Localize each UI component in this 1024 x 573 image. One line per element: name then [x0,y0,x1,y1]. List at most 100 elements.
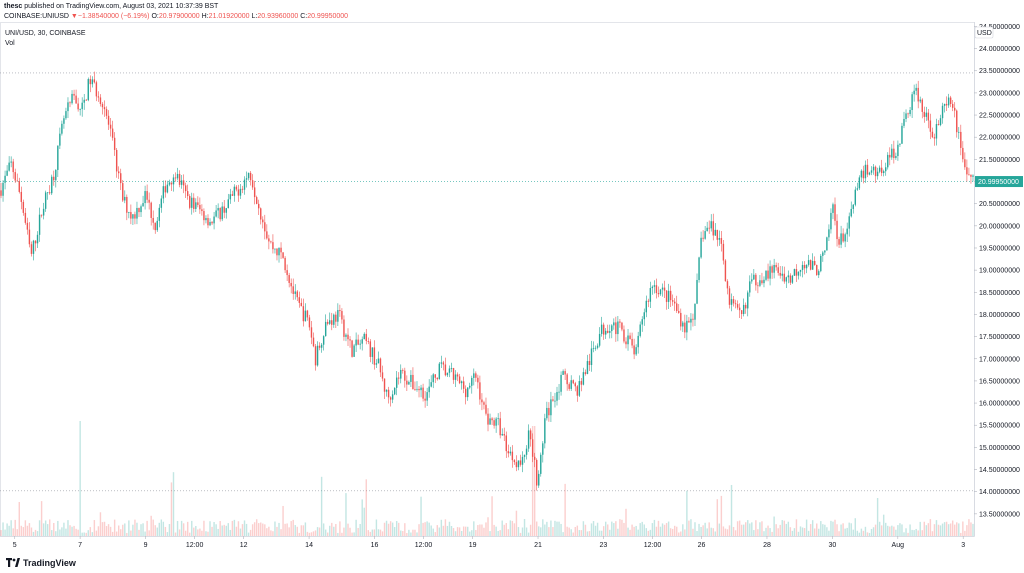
candle-body [964,159,966,168]
close-label: C: [300,13,308,20]
candle-body [702,237,704,239]
candle-body [536,459,538,486]
candle-body [613,322,615,326]
volume-bar [913,530,915,536]
candle-body [527,430,530,449]
candle-body [680,312,682,327]
candle-body [359,343,361,345]
volume-bar [805,519,808,536]
volume-bar [949,523,952,536]
volume-bar [820,521,822,536]
candle-body [260,208,262,220]
volume-bar [899,523,901,536]
volume-bar [803,528,806,536]
candle-body [450,368,453,369]
volume-bar [266,528,268,536]
candle-body [690,318,692,323]
candle-body [907,113,909,115]
candle-body [495,418,497,426]
volume-bar [574,527,576,536]
candle-body [146,191,148,200]
candle-body [931,131,934,138]
candle-body [854,189,857,205]
volume-bar [781,520,783,536]
candle-body [803,264,806,269]
volume-bar [876,498,879,536]
candle-body [659,289,662,295]
candle-body [491,418,493,421]
volume-bar [355,519,357,536]
candle-body [564,371,566,375]
volume-bar [665,523,668,536]
volume-bar [18,502,20,536]
candle-body [724,260,727,282]
volume-bar [868,532,871,536]
volume-bar [649,529,652,536]
volume-bar [578,530,581,536]
volume-bar [607,524,609,536]
x-tick-label: Aug [892,542,905,549]
x-tick-label: 7 [78,542,82,549]
volume-bar [596,522,599,536]
volume-bar [858,532,861,536]
volume-bar [406,532,408,536]
candle-body [761,280,763,284]
volume-bar [73,525,75,536]
volume-bar [533,426,536,536]
volume-bar [905,528,907,536]
candle-body [22,201,25,213]
volume-bar [673,525,676,536]
y-tick-label: 20.50000000 [979,201,1020,208]
axis-layer: 13.50000000 14.00000000 14.50000000 15.0000… [0,22,1023,549]
volume-bar [615,521,617,536]
volume-bar [22,527,25,536]
candle-body [59,133,61,146]
candle-body [205,218,207,221]
candle-body [73,93,75,96]
price-chart[interactable]: 13.50000000 14.00000000 14.50000000 15.0000… [0,22,1024,552]
volume-bar [456,527,459,536]
candle-body [276,248,278,256]
candle-body [341,311,343,320]
volume-bar [945,521,948,536]
volume-bar [428,522,430,536]
footer-brand: TradingView [6,558,76,568]
candle-body [402,369,404,371]
volume-bar [294,525,296,536]
volume-bar [467,526,469,536]
volume-bar [604,521,607,536]
candle-body [329,320,331,324]
volume-bar [525,527,528,536]
volume-bar [249,529,252,536]
volume-bar [728,525,731,536]
candle-body [128,212,130,213]
volume-bar [521,527,524,536]
candle-body [83,99,85,103]
volume-bar [598,530,601,536]
candle-body [160,198,163,208]
volume-bar [44,520,47,536]
candle-body [860,170,863,178]
volume-bar [241,524,244,536]
candle-body [229,194,232,200]
volume-bar [314,530,317,536]
candle-body [602,324,605,335]
candle-body [765,270,767,280]
candle-body [949,97,952,104]
candle-body [432,374,434,383]
candle-body [264,222,266,232]
candle-body [830,212,832,230]
volume-bar [771,531,773,536]
candle-body [708,227,710,229]
y-tick-label: 24.00000000 [979,46,1020,53]
candle-body [846,228,848,235]
candle-body [357,339,359,345]
x-tick-label: 26 [698,542,706,549]
volume-bar [160,519,163,536]
candle-body [462,381,465,389]
volume-bar [318,527,321,536]
volume-bar [458,527,461,536]
volume-bar [61,527,63,536]
candle-body [915,87,917,91]
volume-bar [290,521,292,536]
